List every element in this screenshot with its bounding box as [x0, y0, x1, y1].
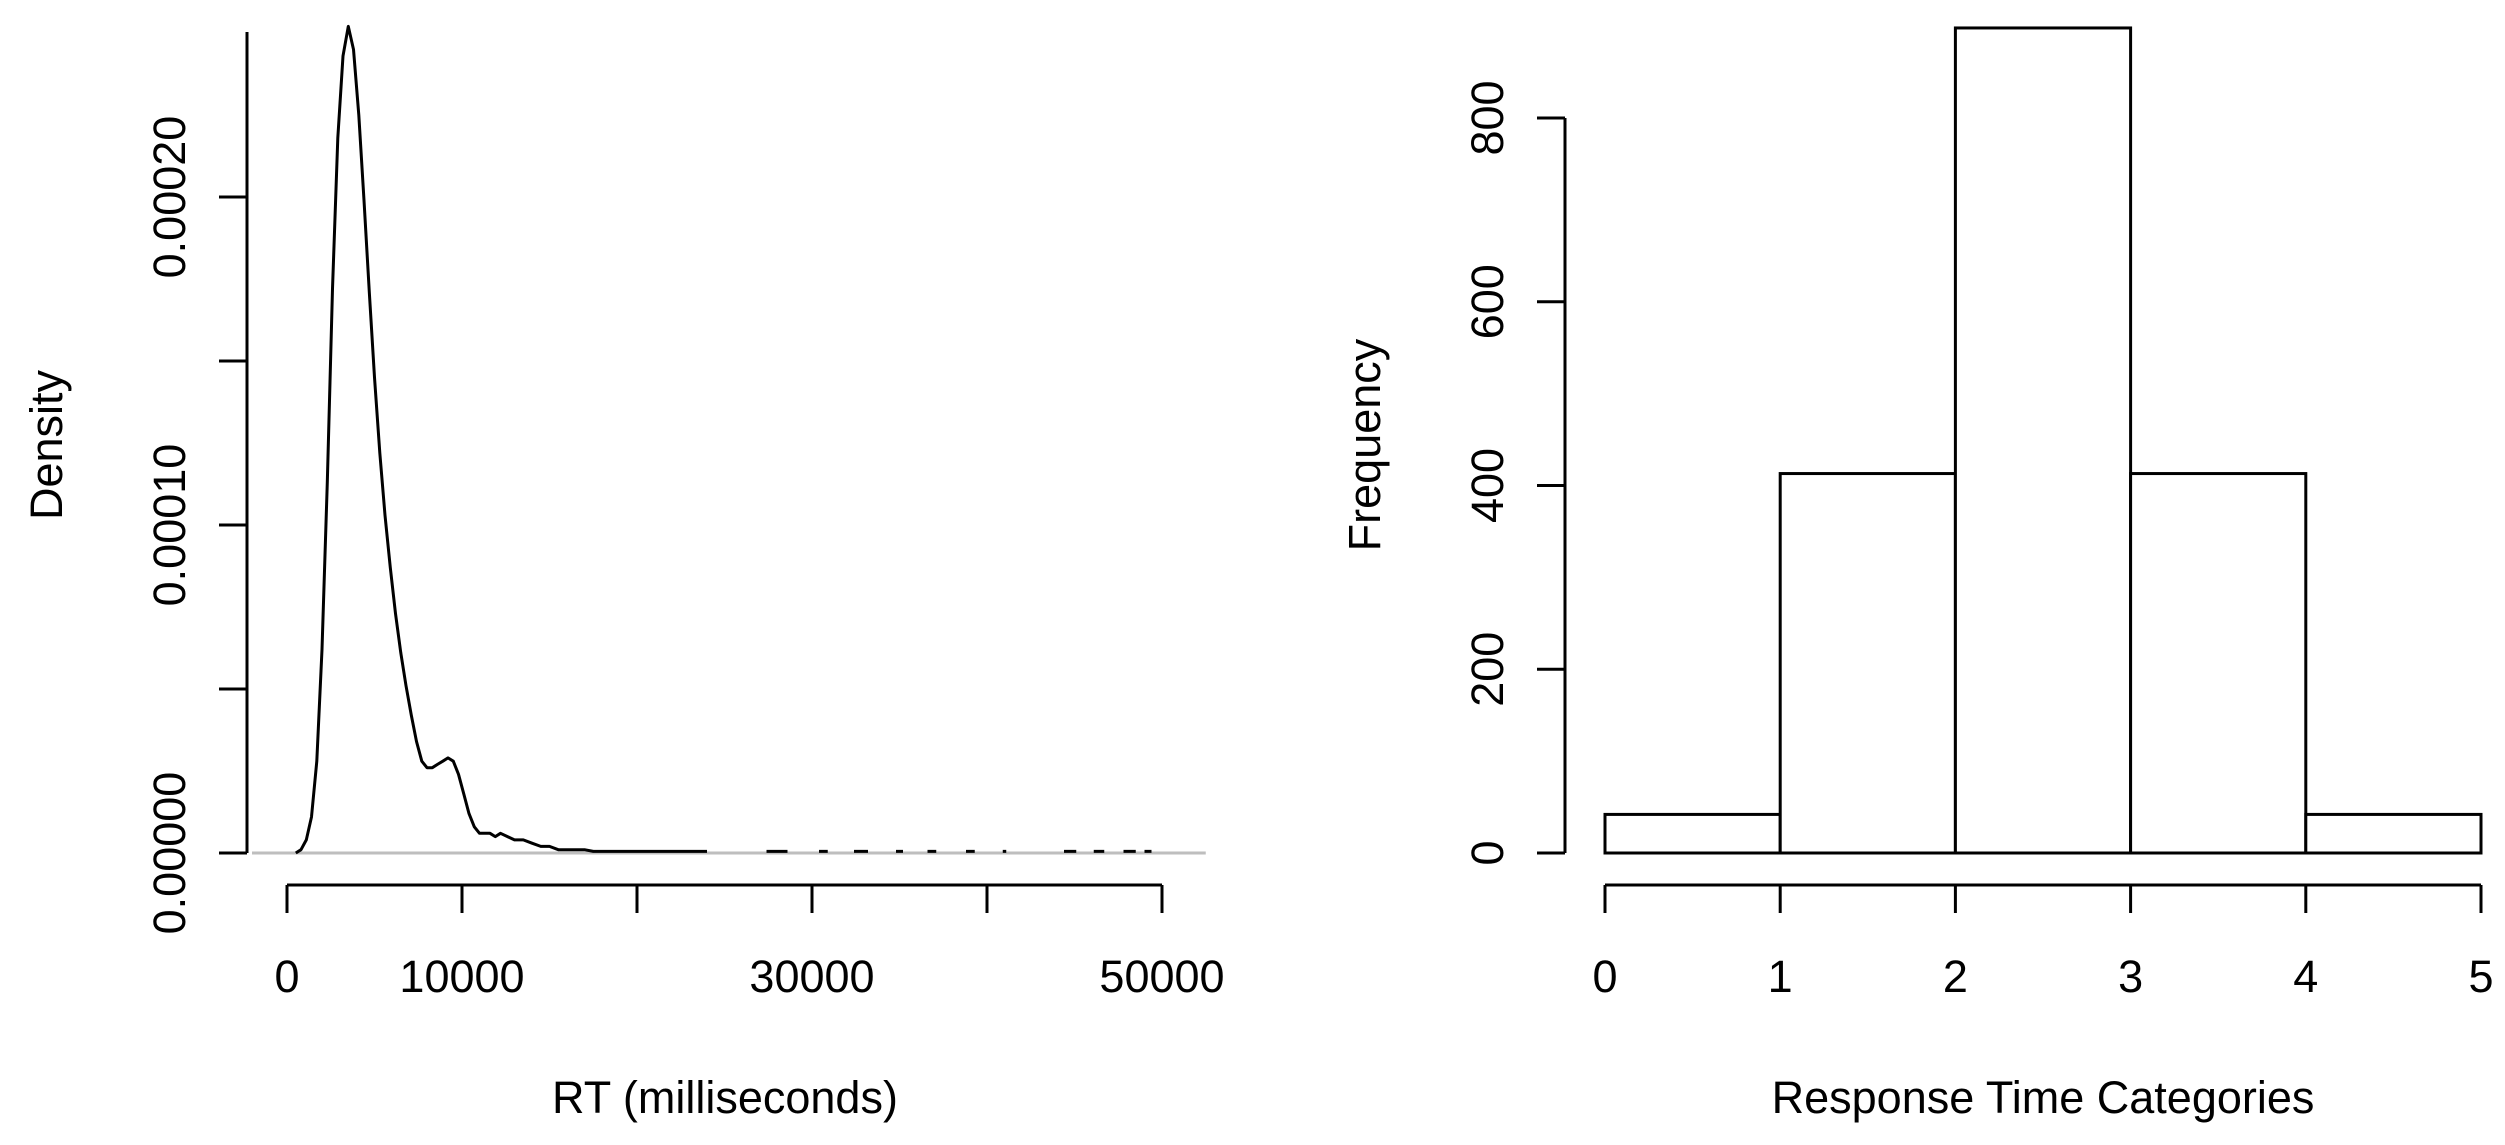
density-y-tick-label: 0.00000 [144, 772, 195, 935]
histogram-x-tick-label: 0 [1592, 951, 1617, 1002]
histogram-bar [2129, 472, 2308, 855]
frequency-histogram: 0 1 2 3 4 5 0 200 400 600 800 Response Time Categ… [1339, 26, 2494, 1123]
histogram-y-tick-label: 200 [1462, 632, 1513, 707]
density-plot: 0 10000 30000 50000 0.00000 0.00010 0.00020 R… [21, 24, 1225, 1123]
density-y-ticks: 0.00000 0.00010 0.00020 [144, 116, 247, 935]
histogram-y-tick-label: 800 [1462, 80, 1513, 155]
density-x-tick-label: 0 [274, 951, 299, 1002]
histogram-bar [1778, 472, 1957, 855]
density-y-tick-label: 0.00020 [144, 116, 195, 279]
histogram-x-tick-label: 2 [1943, 951, 1968, 1002]
histogram-y-tick-label: 600 [1462, 264, 1513, 339]
histogram-x-ticks: 0 1 2 3 4 5 [1592, 885, 2494, 1002]
density-x-tick-label: 30000 [749, 951, 874, 1002]
density-curve [294, 24, 707, 855]
histogram-x-tick-label: 4 [2293, 951, 2318, 1002]
histogram-x-axis-title: Response Time Categories [1772, 1072, 2315, 1123]
histogram-bar [1953, 26, 2133, 855]
histogram-y-axis-title: Frequency [1339, 338, 1390, 551]
histogram-x-tick-label: 5 [2468, 951, 2493, 1002]
density-x-ticks: 0 10000 30000 50000 [274, 885, 1225, 1002]
histogram-y-tick-label: 0 [1462, 840, 1513, 865]
histogram-x-tick-label: 3 [2118, 951, 2143, 1002]
density-x-tick-label: 50000 [1099, 951, 1224, 1002]
histogram-bar [2304, 812, 2483, 855]
histogram-x-tick-label: 1 [1768, 951, 1793, 1002]
density-x-tick-label: 10000 [399, 951, 524, 1002]
density-x-axis-title: RT (milliseconds) [552, 1072, 898, 1123]
density-y-axis-title: Density [21, 369, 72, 520]
histogram-y-ticks: 0 200 400 600 800 [1462, 80, 1565, 866]
histogram-y-tick-label: 400 [1462, 448, 1513, 523]
density-y-tick-label: 0.00010 [144, 444, 195, 607]
histogram-bars [1603, 26, 2483, 855]
histogram-bar [1603, 812, 1782, 855]
